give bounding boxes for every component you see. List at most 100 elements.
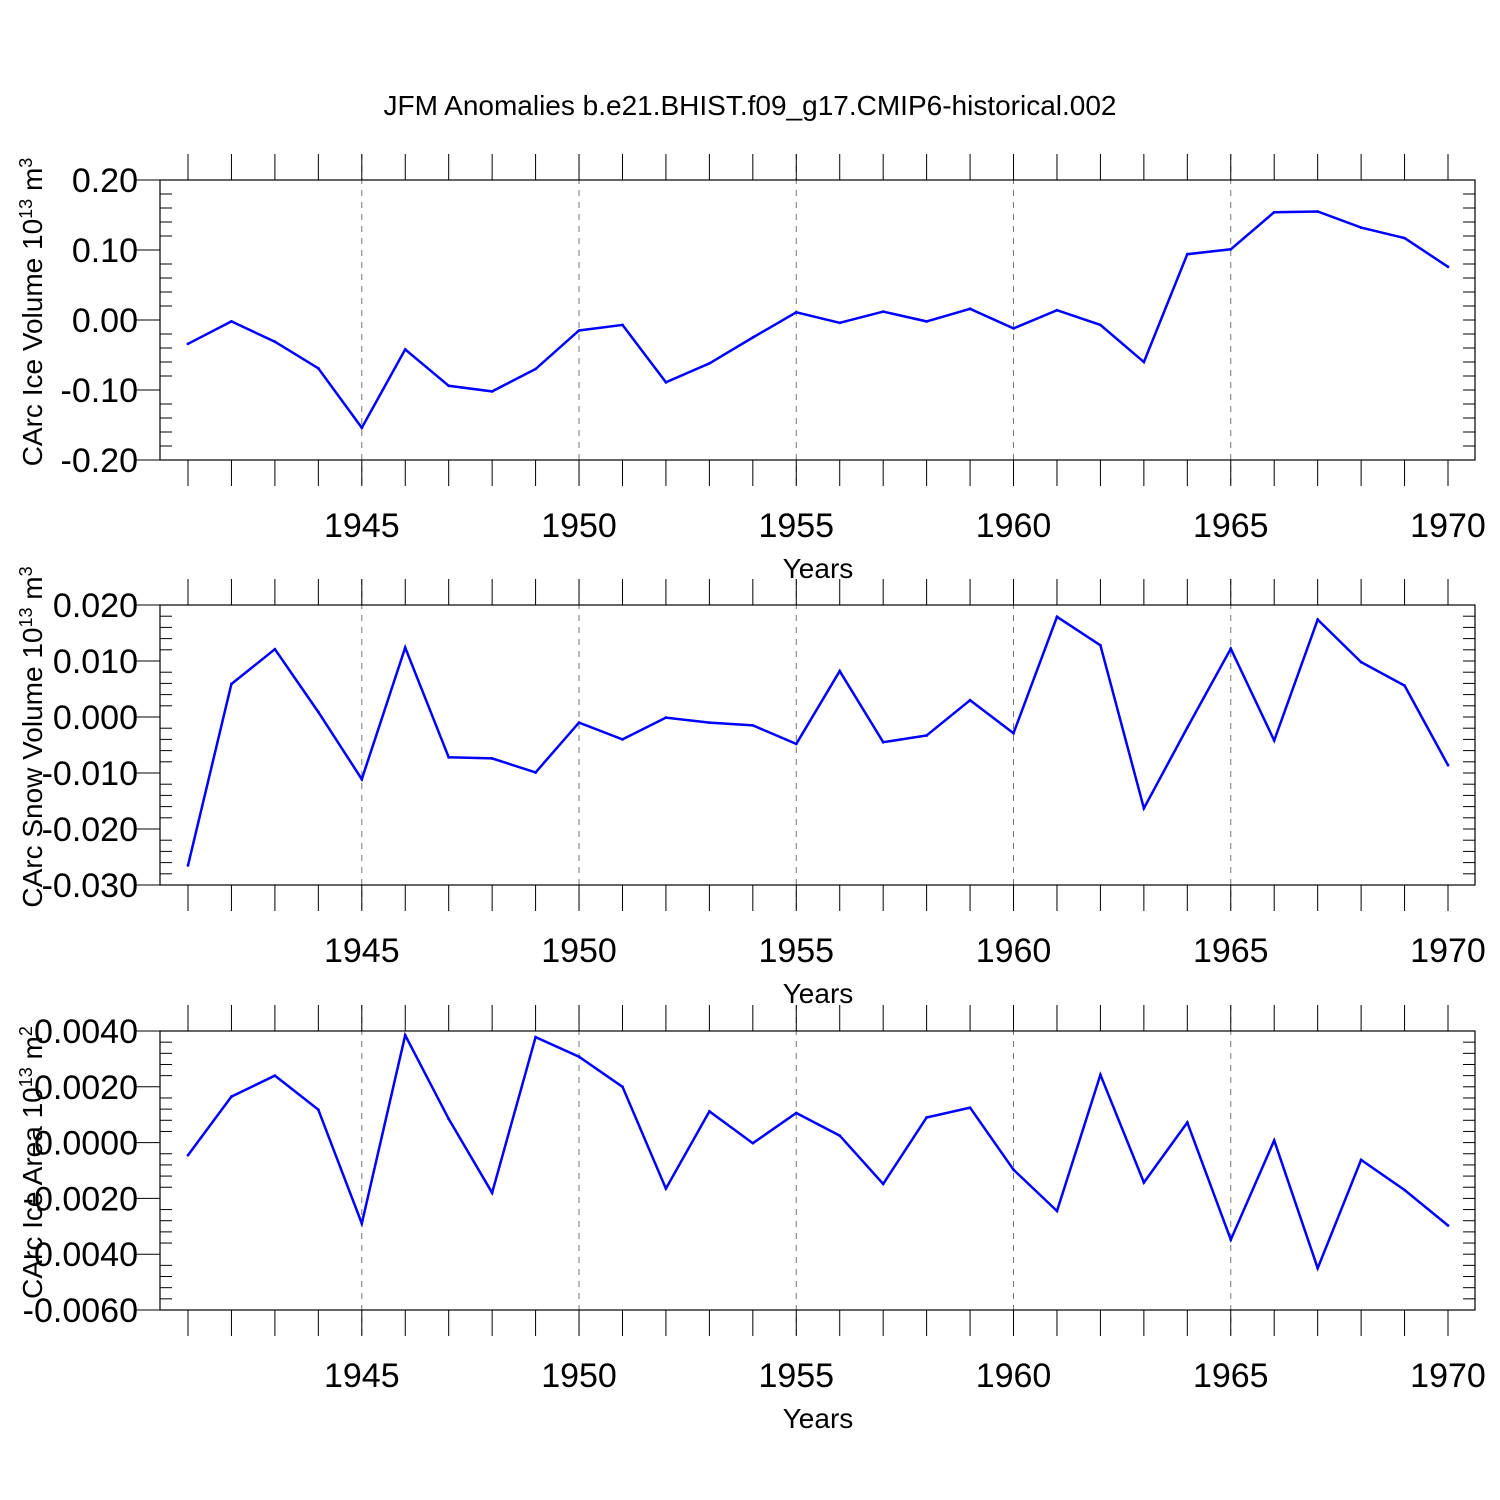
y-axis-label: CArc Ice Area 1013 m2 [16,1026,48,1299]
data-point [1403,1188,1406,1192]
data-point [1403,684,1406,688]
data-point [1229,647,1233,651]
data-point [447,384,451,388]
y-tick-label: 0.020 [53,587,138,625]
x-tick-label: 1970 [1410,932,1486,970]
data-point [1272,1138,1276,1142]
x-axis-label: Years [783,553,854,584]
data-point [1316,618,1320,621]
data-point [881,310,885,313]
data-point [794,310,798,314]
x-tick-label: 1950 [541,1357,617,1395]
series-line [187,210,1449,431]
data-point [273,340,277,344]
x-tick-label: 1950 [541,932,617,970]
data-point [360,777,364,781]
y-tick-label: 0.0040 [34,1013,138,1051]
data-point [751,336,755,339]
data-point [316,710,320,714]
data-point [925,1116,929,1119]
data-point [1229,1238,1233,1242]
data-point [230,320,233,323]
data-point [881,1182,885,1186]
x-tick-label: 1955 [758,1357,834,1395]
data-point [273,1074,277,1078]
data-point [968,1106,972,1110]
plot-frame [159,179,1476,461]
data-point [1446,763,1450,767]
data-point [1185,252,1189,256]
data-point [751,1141,755,1145]
y-tick-label: -0.10 [61,372,139,410]
y-tick-label: -0.020 [42,811,138,849]
y-tick-label: 0.0020 [34,1069,138,1107]
data-point [621,1085,624,1089]
data-point [968,307,972,311]
x-tick-label: 1970 [1410,507,1486,545]
x-tick-label: 1970 [1410,1357,1486,1395]
y-tick-label: 0.010 [53,643,138,681]
data-point [1142,360,1146,364]
data-point [403,348,407,351]
data-point [1012,1168,1015,1172]
y-axis-label: CArc Ice Volume 1013 m3 [16,158,48,467]
data-point [1359,660,1363,664]
data-point [1446,265,1450,269]
data-point [1272,739,1276,742]
data-point [794,1111,798,1115]
series-line [186,1031,1449,1272]
data-point [1055,308,1059,312]
data-point [186,1153,190,1157]
data-point [1359,1158,1363,1162]
data-point [664,380,668,384]
data-point [1055,1209,1059,1213]
data-point [577,1055,581,1059]
plot-frame [159,604,1476,886]
data-point [316,1108,320,1112]
data-point [316,366,320,370]
data-point [838,1134,842,1138]
data-point [1012,731,1015,735]
y-tick-label: -0.0060 [23,1292,138,1330]
data-point [1055,615,1059,619]
data-point [360,1222,364,1225]
data-point [534,771,537,774]
y-axis-label: CArc Snow Volume 1013 m3 [16,566,48,907]
x-axis-label: Years [783,978,854,1009]
data-point [577,721,581,724]
data-point [707,1109,711,1113]
data-point [707,721,711,724]
x-tick-label: 1945 [324,1357,400,1395]
data-point [1403,236,1406,240]
data-point [577,329,581,332]
data-point [447,755,451,759]
data-point [1099,323,1102,327]
x-tick-label: 1955 [758,507,834,545]
data-point [1359,226,1363,230]
data-point [186,864,190,867]
data-point [230,682,233,686]
data-point [360,426,364,430]
data-point [621,738,624,741]
series-line [186,614,1450,866]
data-point [1099,643,1102,647]
data-point [1229,247,1233,251]
data-point [751,724,755,727]
data-point [1316,1266,1320,1270]
data-point [794,742,798,746]
data-point [925,734,929,737]
data-point [925,320,929,323]
y-tick-label: -0.030 [42,867,138,905]
chart-title: JFM Anomalies b.e21.BHIST.f09_g17.CMIP6-… [383,90,1116,121]
x-axis-label: Years [783,1403,854,1434]
data-point [403,646,407,649]
data-point [186,342,190,346]
data-point [447,1117,451,1121]
data-point [490,1191,494,1195]
data-point [881,740,885,744]
data-point [664,716,668,719]
data-point [1142,1181,1146,1184]
data-point [621,323,624,327]
y-tick-label: 0.20 [72,162,138,200]
